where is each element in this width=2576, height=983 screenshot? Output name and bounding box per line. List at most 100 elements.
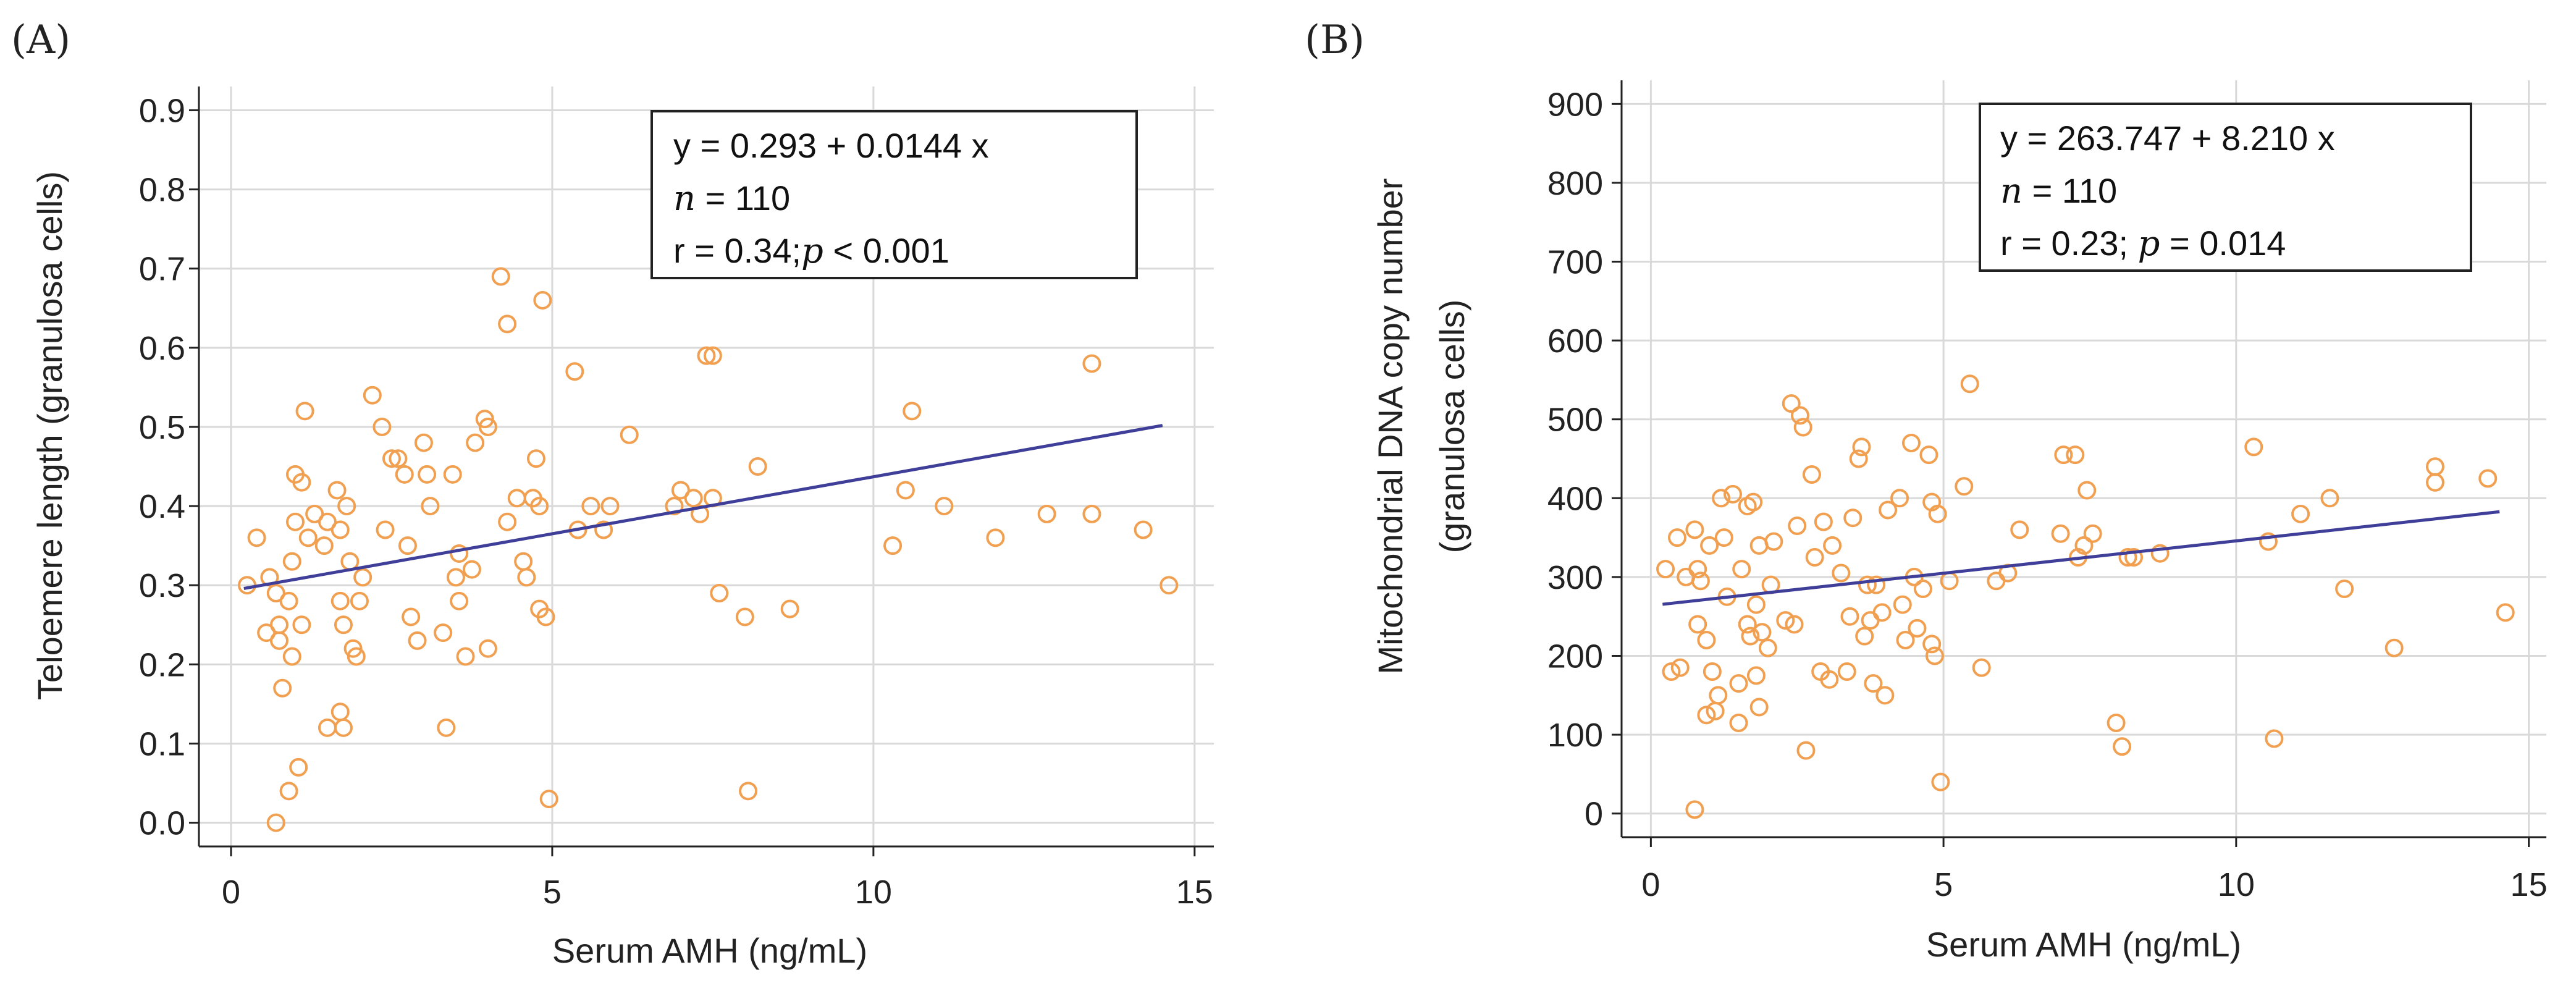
panel-b-data-point-77 <box>1960 374 1979 394</box>
panel-b-data-point-2 <box>1668 528 1687 547</box>
panel-a-axes <box>198 86 1214 848</box>
panel-b-data-point-97 <box>2291 504 2310 523</box>
panel-b-y-tick-label-9: 900 <box>1547 86 1603 123</box>
panel-a-y-tick-label-4: 0.4 <box>139 488 185 525</box>
panel-b-data-point-27 <box>1746 595 1766 614</box>
panel-b-data-point-6 <box>1688 560 1707 579</box>
panel-b-data-point-39 <box>1790 406 1809 425</box>
panel-b-points <box>1656 374 2515 819</box>
panel-a-data-point-44 <box>408 631 427 650</box>
panel-a-equation: y = 0.293 + 0.0144 x <box>673 126 989 165</box>
panel-a-data-point-84 <box>703 346 722 365</box>
panel-b-data-point-68 <box>1913 580 1932 599</box>
panel-a-data-point-51 <box>446 568 465 587</box>
panel-a-data-point-78 <box>620 425 639 444</box>
panel-b-data-point-96 <box>2265 729 2284 748</box>
panel-a-regression-line <box>243 424 1163 590</box>
panel-b-data-point-101 <box>2425 457 2444 476</box>
panel-a-data-point-64 <box>514 552 533 571</box>
panel-a-data-point-37 <box>373 417 392 436</box>
panel-a-data-point-77 <box>600 497 620 516</box>
panel-b-data-point-64 <box>1896 630 1915 649</box>
panel-a-data-point-76 <box>594 520 613 539</box>
panel-b-data-point-19 <box>1724 484 1743 504</box>
panel-a-data-point-65 <box>517 568 536 587</box>
panel-b-data-point-72 <box>1925 646 1944 665</box>
panel-a-p-symbol: p <box>801 231 823 271</box>
panel-b-data-point-7 <box>1688 615 1707 634</box>
panel-a-points <box>237 267 1179 832</box>
panel-a-data-point-11 <box>279 591 298 610</box>
panel-b-n-value: = 110 <box>2022 171 2117 210</box>
panel-a-data-point-60 <box>491 267 510 286</box>
panel-a-stats-box: y = 0.293 + 0.0144 x n = 110 r = 0.34;p … <box>650 110 1138 279</box>
panel-a-data-point-71 <box>536 607 555 627</box>
panel-a-data-point-39 <box>382 449 401 468</box>
panel-b-data-point-90 <box>2113 737 2132 756</box>
panel-b-data-point-48 <box>1832 563 1851 583</box>
panel-b-label: (B) <box>1305 17 1365 63</box>
panel-a-data-point-70 <box>533 290 552 310</box>
panel-b-data-point-28 <box>1746 666 1766 685</box>
panel-a-data-point-16 <box>295 402 314 421</box>
panel-b-data-point-37 <box>1785 615 1804 634</box>
panel-a-y-tick-label-9: 0.9 <box>139 92 185 129</box>
panel-a-y-tick-label-2: 0.2 <box>139 646 185 683</box>
panel-b-data-point-69 <box>1919 445 1938 465</box>
panel-a-data-point-23 <box>318 718 337 737</box>
panel-b-y-tick-label-0: 0 <box>1585 796 1603 833</box>
panel-b-data-point-73 <box>1928 504 1947 523</box>
panel-b-data-point-8 <box>1691 572 1710 591</box>
panel-b-data-point-35 <box>1776 611 1795 630</box>
panel-a-data-point-9 <box>279 782 298 801</box>
panel-a-data-point-53 <box>450 591 469 610</box>
panel-a-data-point-100 <box>1160 576 1179 595</box>
panel-a-data-point-73 <box>565 362 584 381</box>
panel-a-data-point-38 <box>376 520 395 539</box>
panel-b-data-point-49 <box>1837 662 1856 681</box>
panel-a-n-symbol: n <box>673 179 696 219</box>
panel-a-data-point-15 <box>292 473 311 492</box>
panel-b-data-point-104 <box>2496 603 2515 622</box>
panel-a-data-point-35 <box>353 568 373 587</box>
panel-a-data-point-17 <box>298 528 318 547</box>
panel-b-data-point-74 <box>1931 772 1950 791</box>
panel-a-data-point-79 <box>665 497 684 516</box>
panel-b-data-point-87 <box>2077 481 2097 500</box>
panel-a-data-point-19 <box>292 615 311 635</box>
panel-a-data-point-31 <box>340 552 360 571</box>
panel-a-x-axis-title: Serum AMH (ng/mL) <box>552 931 867 970</box>
panel-a-data-point-43 <box>402 607 421 627</box>
panel-a-y-tick-label-5: 0.5 <box>139 409 185 446</box>
panel-b-x-tick-label-0: 0 <box>1641 866 1660 903</box>
panel-b-stats-box: y = 263.747 + 8.210 x n = 110 r = 0.23; … <box>1979 103 2472 272</box>
panel-b-data-point-36 <box>1782 394 1801 413</box>
panel-a-data-point-48 <box>434 623 453 643</box>
panel-a-y-tick-label-1: 0.1 <box>139 725 185 762</box>
panel-a-data-point-20 <box>289 757 308 777</box>
panel-b-data-point-24 <box>1738 615 1757 634</box>
panel-b-data-point-65 <box>1901 433 1921 452</box>
panel-a-x-tick-label-2: 10 <box>855 874 892 911</box>
panel-b-data-point-20 <box>1729 674 1748 693</box>
panel-a-data-point-6 <box>269 631 288 650</box>
panel-b: (B) 0 5 10 15 0 100 200 300 400 500 600 700 800 900 S… <box>1305 17 2548 964</box>
panel-a-data-point-55 <box>462 560 481 579</box>
panel-b-data-point-9 <box>1685 800 1704 819</box>
panel-b-data-point-31 <box>1753 623 1772 642</box>
panel-b-data-point-89 <box>2107 713 2126 732</box>
panel-b-data-point-94 <box>2244 437 2263 457</box>
panel-a-stats-frame <box>650 110 1138 279</box>
panel-b-y-tick-label-5: 500 <box>1547 402 1603 439</box>
panel-b-n-symbol: n <box>2000 171 2022 211</box>
panel-b-data-point-92 <box>2124 548 2144 567</box>
panel-b-data-point-54 <box>1855 627 1874 646</box>
panel-b-data-point-100 <box>2384 638 2404 657</box>
panel-a-data-point-75 <box>581 497 600 516</box>
panel-b-data-point-45 <box>1814 512 1833 531</box>
panel-a-data-point-90 <box>780 599 799 618</box>
panel-a-x-tick-label-1: 5 <box>543 874 562 911</box>
panel-b-data-point-16 <box>1712 489 1731 508</box>
panel-b-data-point-22 <box>1732 560 1751 579</box>
